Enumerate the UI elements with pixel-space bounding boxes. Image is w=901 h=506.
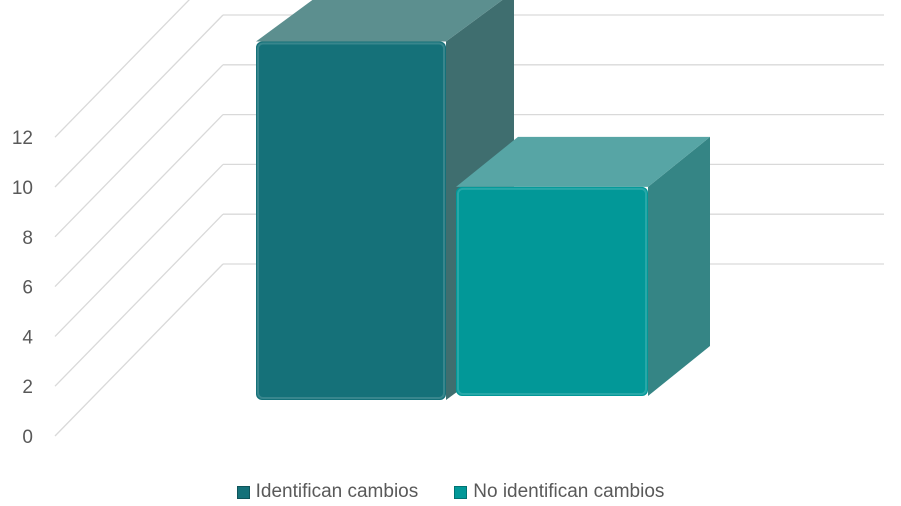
legend-label-identifican: Identifican cambios <box>255 481 419 502</box>
bar-front <box>456 186 648 396</box>
legend-item-no-identifican: No identifican cambios <box>454 481 664 503</box>
y-tick-label: 2 <box>22 377 33 398</box>
y-tick-label: 10 <box>12 178 33 199</box>
y-axis-ticks: 0 2 4 6 8 10 12 <box>12 128 34 448</box>
bar-bevel <box>257 42 445 399</box>
bar-bevel <box>457 187 647 395</box>
legend-swatch-identifican-icon <box>236 485 250 499</box>
y-tick-label: 6 <box>22 278 33 299</box>
legend: Identifican cambios No identifican cambi… <box>0 481 901 503</box>
bar-2 <box>456 136 710 396</box>
bar-top <box>256 0 503 42</box>
bar-front <box>256 41 446 400</box>
y-tick-label: 12 <box>12 128 33 149</box>
gridline-diagonal <box>54 114 224 288</box>
gridline-diagonal <box>54 64 224 238</box>
legend-label-no-identifican: No identifican cambios <box>473 481 665 502</box>
bars <box>256 0 710 400</box>
legend-item-identifican: Identifican cambios <box>236 481 419 503</box>
y-tick-label: 8 <box>22 228 33 249</box>
bar-side <box>648 136 710 396</box>
y-tick-label: 0 <box>22 427 33 448</box>
gridline-diagonal <box>54 213 224 387</box>
gridline-diagonal <box>54 0 190 138</box>
gridline-diagonal <box>54 14 224 188</box>
bar-top <box>456 136 710 187</box>
y-tick-label: 4 <box>22 327 33 348</box>
gridline-diagonal <box>54 163 224 337</box>
legend-swatch-no-identifican-icon <box>454 485 468 499</box>
gridline-diagonal <box>54 263 224 437</box>
